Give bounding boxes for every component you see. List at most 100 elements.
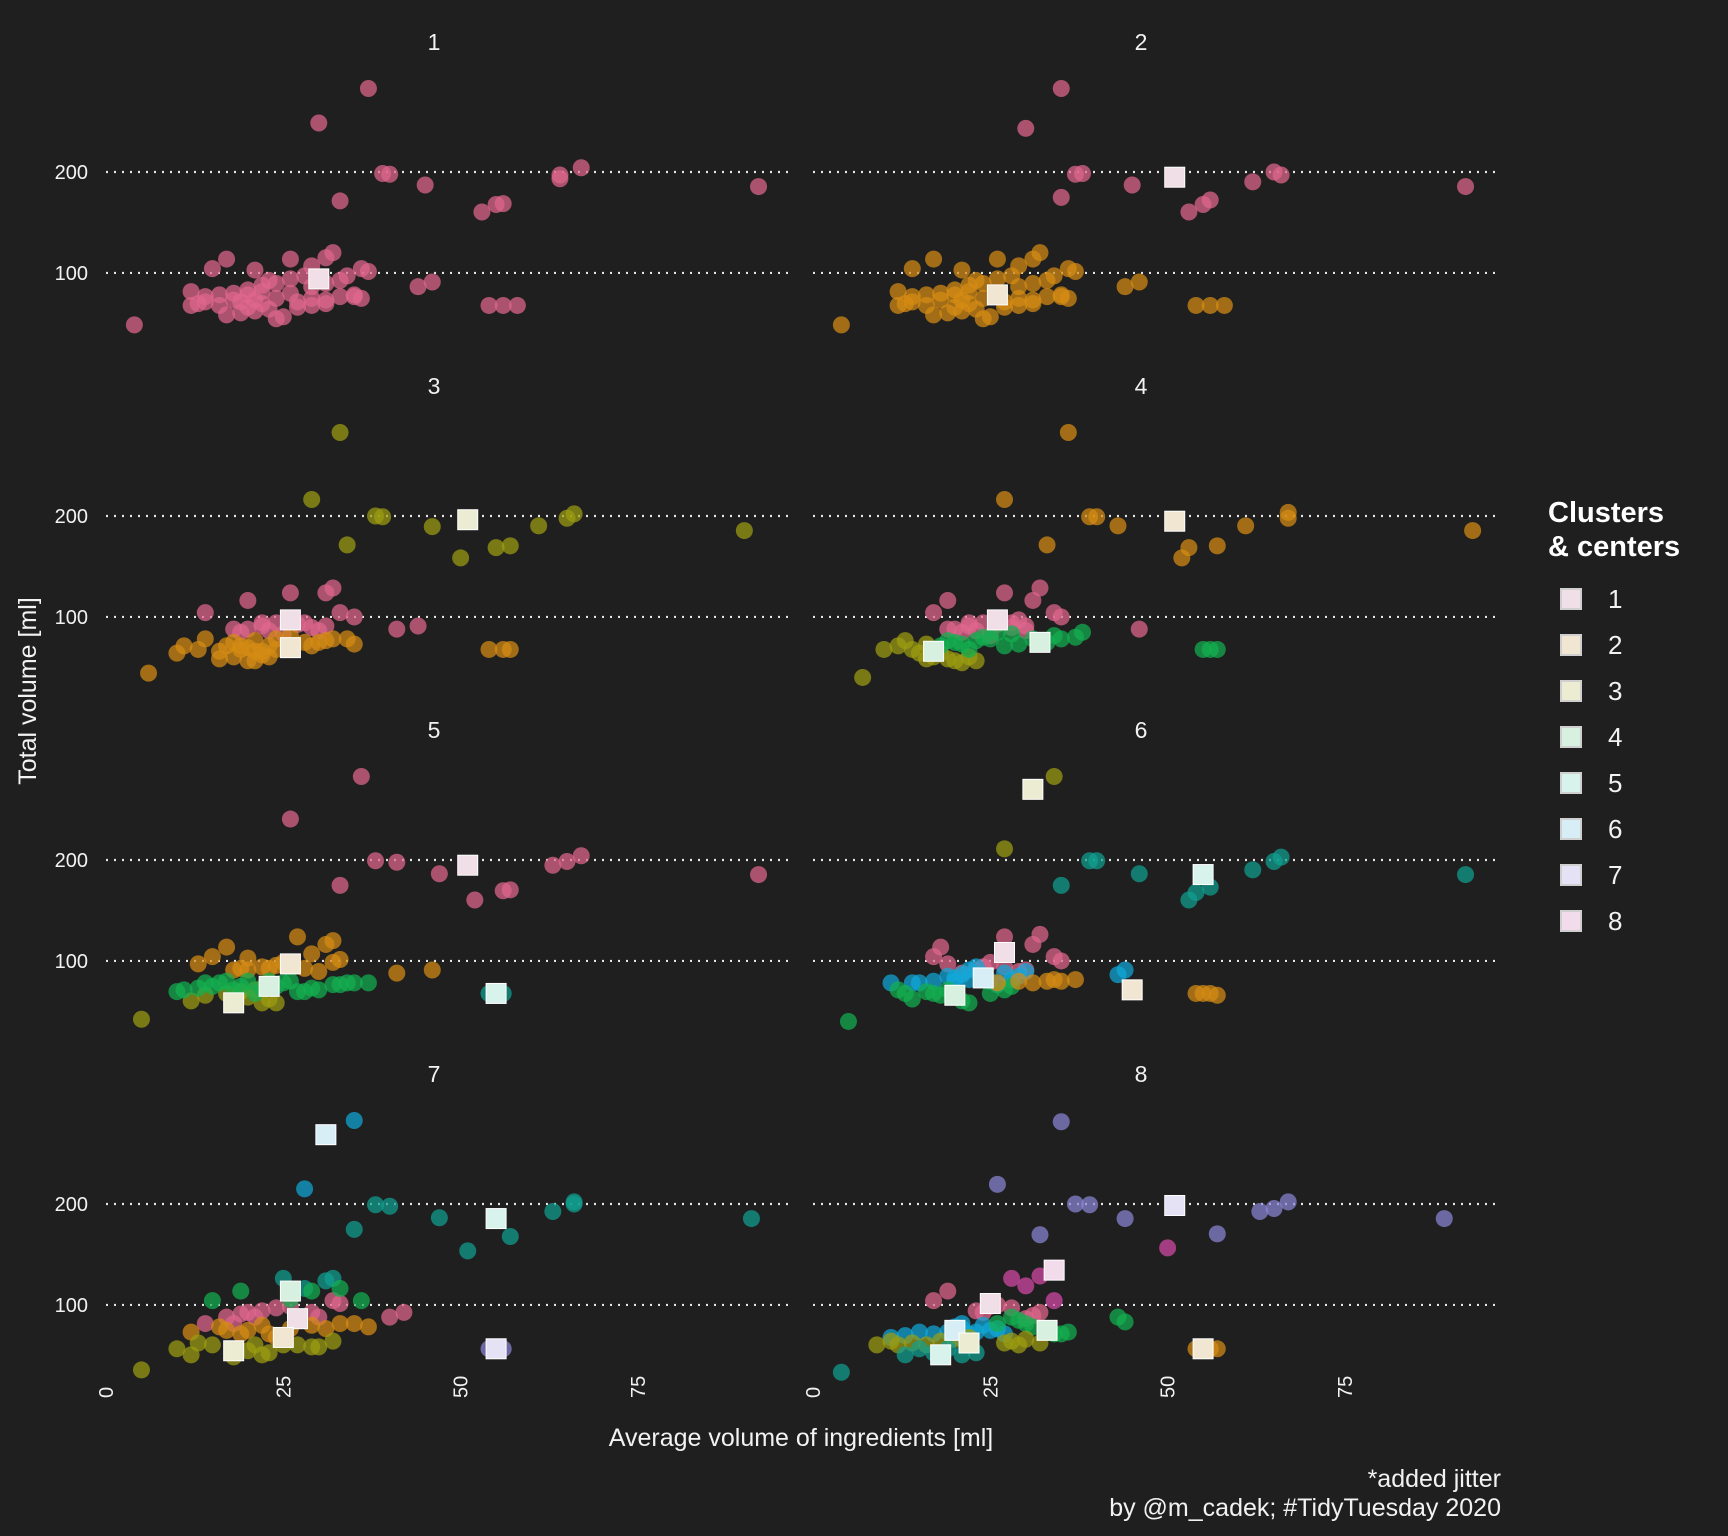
data-point-cluster-1: [925, 1292, 943, 1310]
data-point-cluster-2: [1066, 971, 1084, 989]
data-point-cluster-2: [1010, 278, 1028, 296]
data-point-cluster-1: [267, 275, 285, 293]
data-point-cluster-4: [988, 1315, 1006, 1333]
data-point-cluster-1: [409, 617, 427, 635]
data-point-cluster-1: [572, 159, 590, 177]
data-point-cluster-1: [203, 260, 221, 278]
cluster-center-1: [457, 854, 479, 876]
data-point-cluster-1: [317, 295, 335, 313]
legend-item-7: 7: [1548, 852, 1728, 898]
data-point-cluster-7: [1066, 1195, 1084, 1213]
data-point-cluster-1: [352, 767, 370, 785]
data-point-cluster-2: [239, 1321, 257, 1339]
data-point-cluster-5: [1272, 848, 1290, 866]
data-point-cluster-1: [239, 591, 257, 609]
data-point-cluster-5: [544, 1202, 562, 1220]
data-point-cluster-1: [246, 261, 264, 279]
data-point-cluster-4: [1010, 635, 1028, 653]
data-point-cluster-3: [132, 1361, 150, 1379]
cluster-center-4: [258, 975, 280, 997]
cluster-center-3: [223, 992, 245, 1014]
data-point-cluster-2: [501, 640, 519, 658]
data-point-cluster-5: [459, 1242, 477, 1260]
data-point-cluster-3: [203, 1336, 221, 1354]
data-point-cluster-2: [210, 650, 228, 668]
data-point-cluster-2: [324, 932, 342, 950]
panel-7: 7 100 200: [55, 1061, 794, 1379]
data-point-cluster-1: [303, 296, 321, 314]
data-point-cluster-3: [423, 518, 441, 536]
data-point-cluster-2: [925, 250, 943, 268]
legend-title: Clusters & centers: [1548, 496, 1728, 564]
legend-item-4: 4: [1548, 714, 1728, 760]
x-tick-label: 50: [451, 1376, 473, 1398]
cluster-center-6: [972, 967, 994, 989]
panel-strip-label: 6: [1135, 717, 1148, 743]
legend-title-line-2: & centers: [1548, 531, 1681, 563]
data-point-cluster-3: [189, 1334, 207, 1352]
cluster-center-1: [287, 1308, 309, 1330]
cluster-center-1: [994, 941, 1016, 963]
cluster-center-4: [1029, 631, 1051, 653]
cluster-center-4: [923, 640, 945, 662]
data-point-cluster-2: [423, 961, 441, 979]
data-point-cluster-1: [218, 250, 236, 268]
data-point-cluster-2: [345, 635, 363, 653]
data-point-cluster-1: [939, 955, 957, 973]
cluster-center-2: [279, 637, 301, 659]
data-point-cluster-3: [452, 549, 470, 567]
data-point-cluster-1: [388, 620, 406, 638]
data-point-cluster-2: [1059, 289, 1077, 307]
data-point-cluster-1: [1074, 164, 1092, 182]
data-point-cluster-1: [1052, 608, 1070, 626]
data-point-cluster-2: [388, 964, 406, 982]
cluster-center-7: [1164, 1194, 1186, 1216]
data-point-cluster-1: [1010, 611, 1028, 629]
legend-key-7: [1560, 864, 1582, 886]
data-point-cluster-1: [416, 176, 434, 194]
data-point-cluster-4: [310, 981, 328, 999]
data-point-cluster-5: [501, 1228, 519, 1246]
panel-strip-label: 2: [1135, 29, 1148, 55]
data-point-cluster-1: [331, 604, 349, 622]
data-point-cluster-2: [1201, 296, 1219, 314]
data-point-cluster-1: [960, 614, 978, 632]
cluster-center-4: [944, 984, 966, 1006]
data-point-cluster-3: [324, 1332, 342, 1350]
data-point-cluster-1: [494, 195, 512, 213]
data-point-cluster-1: [189, 295, 207, 313]
panels-layer: 1 100 200 2 3 100 200 4 5 100 200 6 7 100 200 8 0 25 50 75 0…: [55, 29, 1501, 1398]
data-point-cluster-1: [196, 1315, 214, 1333]
data-point-cluster-1: [1024, 591, 1042, 609]
data-point-cluster-2: [218, 1321, 236, 1339]
data-point-cluster-2: [903, 260, 921, 278]
panel-1: 1 100 200: [55, 29, 794, 334]
data-point-cluster-1: [558, 852, 576, 870]
data-point-cluster-3: [875, 640, 893, 658]
legend-item-3: 3: [1548, 668, 1728, 714]
data-point-cluster-2: [324, 630, 342, 648]
data-point-cluster-8: [1017, 1277, 1035, 1295]
cluster-center-2: [1121, 979, 1143, 1001]
data-point-cluster-7: [1031, 1226, 1049, 1244]
data-point-cluster-1: [1130, 620, 1148, 638]
data-point-cluster-1: [430, 865, 448, 883]
data-point-cluster-2: [832, 316, 850, 334]
data-point-cluster-4: [303, 1282, 321, 1300]
data-point-cluster-2: [1130, 273, 1148, 291]
y-tick-label: 200: [55, 850, 88, 872]
data-point-cluster-1: [1457, 178, 1475, 196]
panel-strip-label: 7: [428, 1061, 441, 1087]
data-point-cluster-5: [1130, 865, 1148, 883]
data-point-cluster-2: [1010, 296, 1028, 314]
data-point-cluster-4: [281, 972, 299, 990]
legend-label-6: 6: [1608, 813, 1623, 844]
panel-strip-label: 1: [428, 29, 441, 55]
data-point-cluster-7: [1081, 1196, 1099, 1214]
data-point-cluster-2: [925, 306, 943, 324]
data-point-cluster-5: [345, 1220, 363, 1238]
data-point-cluster-8: [1045, 1292, 1063, 1310]
data-point-cluster-1: [246, 291, 264, 309]
legend-item-1: 1: [1548, 576, 1728, 622]
data-point-cluster-4: [839, 1012, 857, 1030]
